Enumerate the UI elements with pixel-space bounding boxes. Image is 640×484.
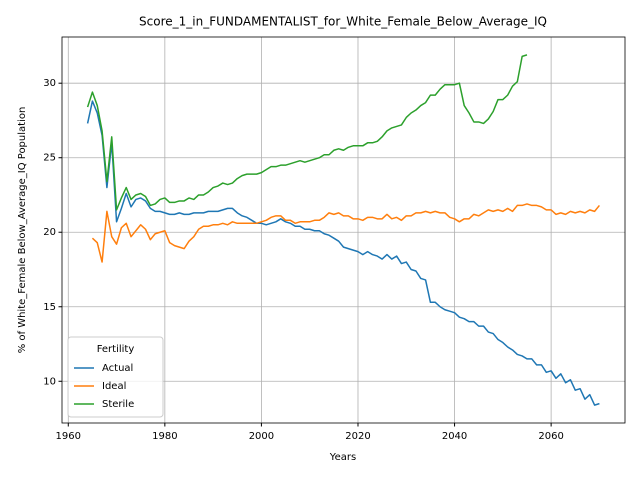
legend-label: Actual: [102, 363, 133, 374]
series-line: [86, 100, 600, 406]
y-tick-label: 15: [43, 302, 56, 313]
legend: Fertility Actual Ideal Sterile: [67, 336, 164, 418]
series-line: [91, 203, 600, 263]
series-line: [86, 54, 528, 211]
x-tick-label: 2040: [442, 431, 467, 442]
x-tick-label: 2020: [345, 431, 370, 442]
y-axis-label: % of White_Female Below_Average_IQ Popul…: [17, 107, 28, 354]
x-tick-label: 2000: [249, 431, 274, 442]
y-tick-label: 25: [43, 153, 56, 164]
y-tick-label: 30: [43, 78, 56, 89]
x-tick-label: 1960: [56, 431, 81, 442]
legend-title: Fertility: [97, 344, 135, 355]
x-tick-label: 1980: [152, 431, 177, 442]
legend-label: Ideal: [102, 381, 126, 392]
x-axis-label: Years: [329, 452, 356, 463]
plot-frame: [61, 36, 626, 424]
x-tick-label: 2060: [538, 431, 563, 442]
legend-box: [67, 336, 164, 418]
y-tick-label: 20: [43, 227, 56, 238]
y-tick-label: 10: [43, 376, 56, 387]
chart-title: Score_1_in_FUNDAMENTALIST_for_White_Fema…: [139, 15, 547, 29]
legend-label: Sterile: [102, 399, 134, 410]
